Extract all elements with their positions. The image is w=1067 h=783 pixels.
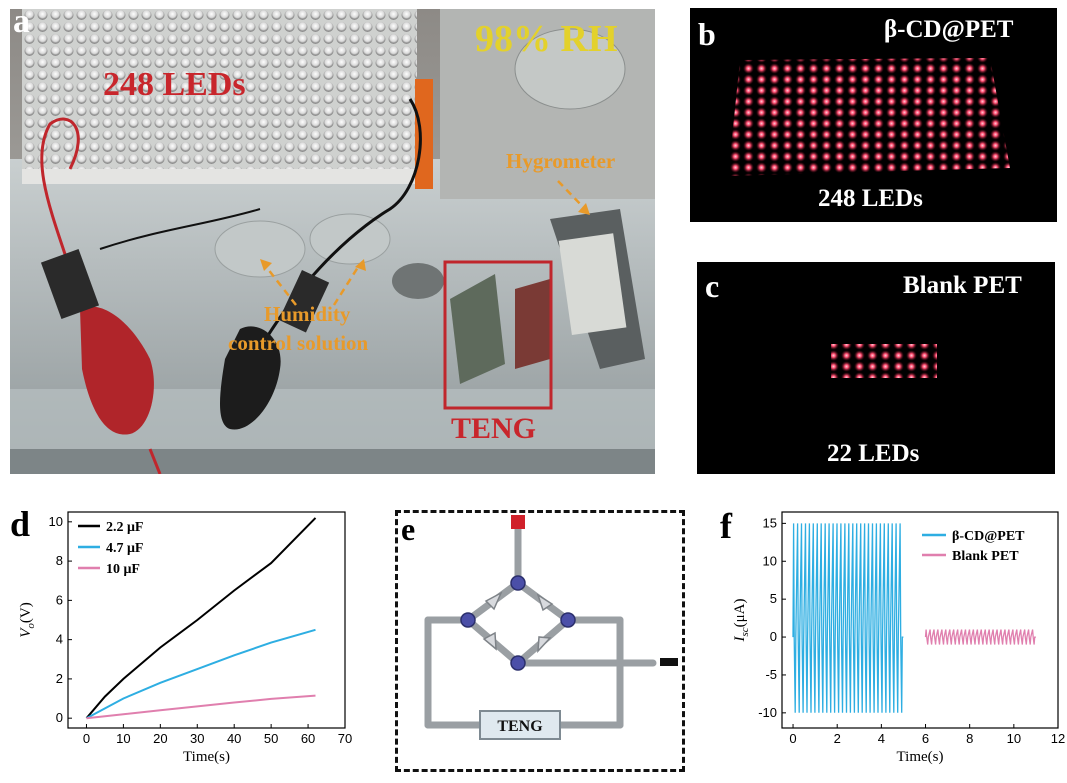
plot-frame [781,511,1059,729]
legend-entry: Blank PET [952,549,1019,564]
series-line-0 [85,517,317,719]
panel-b-title: β-CD@PET [884,16,1014,43]
x-tick-label: 0 [789,731,796,746]
teng-block [479,710,561,740]
legend-entry: 10 μF [106,562,140,577]
legend-entry: 2.2 μF [106,520,144,535]
y-tick-label: 2 [56,671,63,686]
panel-label-c: c [705,268,720,304]
y-tick-label: 0 [770,629,777,644]
x-axis-label: Time(s) [897,749,944,765]
x-tick-label: 50 [264,731,278,746]
teng-highlight-box [443,260,553,410]
series-line-0 [792,523,904,713]
panel-e-circuit: TENG e [395,510,685,772]
series-line-2 [86,694,316,720]
leds-count-label: 248 LEDs [103,66,246,103]
x-tick-label: 6 [922,731,929,746]
led-array-c [831,344,937,378]
x-tick-label: 70 [338,731,352,746]
legend-entry: β-CD@PET [952,529,1025,544]
chart-f: 0 2 4 6 8 10 12 -10 -5 0 5 10 15 Time(s) Isc(μA) β-CD@P… [732,511,1065,765]
y-axis-label: Vo(V) [18,602,37,638]
series-line-1 [86,628,316,720]
panel-b-photo: b β-CD@PET 248 LEDs [690,8,1057,222]
x-tick-label: 60 [301,731,315,746]
y-tick-label: 4 [56,632,63,647]
humidity-label-line1: Humidity [264,302,351,326]
x-tick-label: 40 [227,731,241,746]
humidity-rh-label: 98% RH [475,18,618,60]
panel-label-d: d [10,504,31,544]
y-tick-label: 8 [56,553,63,568]
x-tick-label: 10 [116,731,130,746]
y-tick-label: -10 [758,705,777,720]
x-tick-label: 12 [1051,731,1065,746]
bridge-rectifier-diagram: TENG [424,515,678,740]
plot-frame [67,511,346,729]
x-tick-label: 0 [83,731,90,746]
y-tick-label: 10 [49,514,63,529]
x-axis-label: Time(s) [183,749,230,765]
negative-terminal [660,658,678,666]
x-tick-label: 4 [878,731,885,746]
panel-label-b: b [698,16,716,52]
panel-label-f: f [720,506,732,546]
panel-label-a: a [13,9,30,40]
teng-block-label: TENG [497,718,543,735]
teng-label: TENG [451,412,537,445]
series-line-1 [924,629,1036,645]
x-tick-label: 10 [1007,731,1021,746]
y-tick-label: 6 [56,592,63,607]
panel-c-title: Blank PET [903,272,1022,299]
y-tick-label: 15 [763,515,777,530]
legend-entry: 4.7 μF [106,541,144,556]
x-tick-label: 2 [834,731,841,746]
panel-c-photo: c Blank PET 22 LEDs [697,262,1055,474]
y-tick-label: 5 [770,591,777,606]
y-tick-label: 0 [56,710,63,725]
panel-label-e: e [401,511,416,547]
hygrometer-label: Hygrometer [506,149,616,173]
chart-d: 0 10 20 30 40 50 60 70 0 2 4 6 8 10 Time(s) Vo(V) 2.2 μF… [18,511,352,765]
y-axis-label: Isc(μA) [732,598,751,642]
x-tick-label: 30 [190,731,204,746]
panel-a-photo: a 248 LEDs 98% RH Hygrometer Humidity co… [10,9,655,474]
experiment-photo [10,9,655,474]
y-tick-label: 10 [763,553,777,568]
x-tick-label: 8 [966,731,973,746]
y-tick-label: -5 [765,667,777,682]
positive-terminal [511,515,525,529]
humidity-label-line2: control solution [228,331,369,355]
x-tick-label: 20 [153,731,167,746]
panel-c-caption: 22 LEDs [827,440,920,467]
panel-b-caption: 248 LEDs [818,185,923,212]
led-array-b [728,58,1010,176]
